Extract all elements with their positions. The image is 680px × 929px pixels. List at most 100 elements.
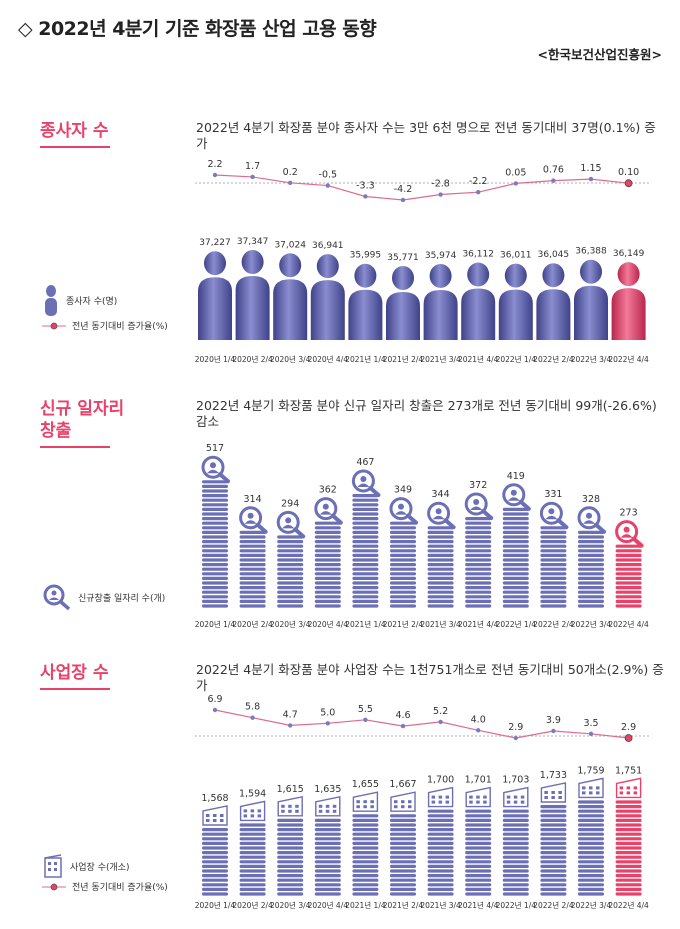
bar-stripe — [578, 864, 604, 868]
bar-stripe — [352, 503, 379, 507]
bar-stripe — [502, 809, 529, 813]
bar-stripe — [390, 814, 416, 818]
building-icon — [44, 854, 62, 878]
rate-point — [212, 172, 218, 178]
bar-stripe — [427, 887, 454, 891]
bar-stripe — [465, 563, 492, 567]
bar-stripe — [352, 595, 379, 599]
bar-stripe — [578, 823, 604, 827]
bar-stripe — [578, 814, 604, 818]
bar-stripe — [239, 860, 266, 864]
rate-label: -4.2 — [394, 184, 413, 195]
bar-stripe — [427, 586, 454, 590]
bar-stripe — [465, 567, 492, 571]
bar-stripe — [239, 828, 266, 832]
bar-stripe — [202, 517, 228, 521]
value-label: 1,568 — [201, 793, 228, 804]
value-label: 467 — [356, 457, 374, 468]
bar-stripe — [578, 832, 604, 836]
bar-stripe — [615, 860, 642, 864]
rate-label: 0.76 — [543, 165, 564, 176]
value-label: 36,112 — [462, 250, 494, 260]
magnifier-icon — [464, 492, 494, 520]
bar-stripe — [465, 599, 492, 603]
bar-stripe — [239, 883, 266, 887]
bar-stripe — [615, 855, 642, 859]
value-label: 273 — [620, 508, 638, 519]
magnifier-icon — [389, 497, 418, 525]
bar-stripe — [239, 869, 266, 873]
bar-stripe — [615, 837, 642, 841]
bar-stripe — [352, 864, 379, 868]
bar-stripe — [465, 864, 492, 868]
bar-stripe — [502, 878, 529, 882]
bar-stripe — [314, 530, 341, 534]
bar — [427, 809, 454, 896]
x-tick-label: 2022년 1/4 — [496, 900, 537, 910]
bar-stripe — [314, 832, 341, 836]
building-icon — [315, 795, 341, 817]
bar-stripe — [239, 581, 266, 585]
bar-stripe — [465, 549, 492, 553]
bar-stripe — [277, 590, 304, 594]
bar-stripe — [427, 604, 454, 608]
bar-stripe — [277, 887, 304, 891]
bar-stripe — [427, 567, 454, 571]
person-body — [574, 285, 608, 340]
bar-stripe — [239, 586, 266, 590]
x-tick-label: 2020년 2/4 — [232, 900, 273, 910]
section-title: 종사자 수 — [40, 121, 109, 141]
bar-stripe — [352, 540, 379, 544]
bar-stripe — [465, 878, 492, 882]
bar-stripe — [390, 540, 416, 544]
legend-line-label: 전년 동기대비 증가율(%) — [72, 322, 168, 332]
bar — [578, 800, 604, 896]
rate-point — [588, 176, 594, 182]
bar-stripe — [277, 892, 304, 896]
x-tick-label: 2022년 3/4 — [571, 619, 612, 629]
bar-stripe — [540, 572, 567, 576]
magnifier-icon — [276, 510, 306, 539]
bar-stripe — [465, 521, 492, 525]
bar-stripe — [239, 540, 266, 544]
bar-stripe — [352, 586, 379, 590]
x-tick-label: 2020년 4/4 — [308, 900, 349, 910]
section-description: 2022년 4분기 화장품 분야 사업장 수는 1천751개소로 전년 동기대비… — [196, 662, 664, 693]
bar-stripe — [502, 581, 529, 585]
bar-stripe — [314, 604, 341, 608]
rate-point — [624, 734, 633, 742]
bar-stripe — [615, 818, 642, 822]
value-label: 37,227 — [199, 238, 231, 248]
bar-stripe — [239, 544, 266, 548]
bar — [277, 818, 304, 896]
x-tick-label: 2021년 1/4 — [345, 900, 386, 910]
value-label: 1,615 — [277, 784, 304, 795]
bar-stripe — [277, 860, 304, 864]
bar-stripe — [465, 576, 492, 580]
x-tick-label: 2022년 2/4 — [533, 619, 574, 629]
bar-stripe — [502, 586, 529, 590]
bar-stripe — [502, 507, 529, 511]
bar-stripe — [427, 590, 454, 594]
bar-stripe — [427, 581, 454, 585]
x-tick-label: 2020년 2/4 — [232, 619, 273, 629]
person-bar — [498, 263, 533, 340]
value-label: 1,635 — [314, 784, 341, 795]
bar-stripe — [277, 878, 304, 882]
bar-stripe — [578, 800, 604, 804]
bar-stripe — [465, 544, 492, 548]
bar-stripe — [239, 846, 266, 850]
bar-stripe — [202, 860, 228, 864]
bar-stripe — [314, 855, 341, 859]
building-icon — [277, 795, 303, 817]
rate-line — [214, 174, 629, 201]
rate-label: -2.2 — [469, 176, 488, 187]
bar — [465, 517, 492, 608]
bar-stripe — [390, 567, 416, 571]
bar-stripe — [502, 553, 529, 557]
person-head — [279, 253, 302, 278]
bar-stripe — [502, 887, 529, 891]
value-label: 344 — [432, 489, 450, 500]
bar-stripe — [502, 837, 529, 841]
bar-stripe — [239, 567, 266, 571]
